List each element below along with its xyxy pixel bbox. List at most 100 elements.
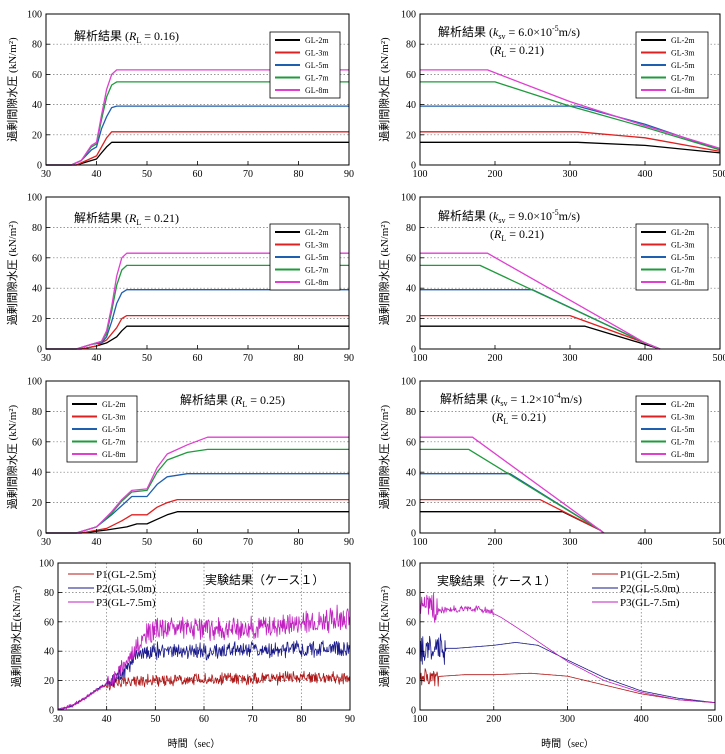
chart-subtitle: (RL = 0.21) <box>490 43 544 59</box>
x-tick-label: 200 <box>488 353 503 364</box>
legend-label: P1(GL-2.5m) <box>620 569 680 581</box>
y-tick-label: 60 <box>406 253 416 264</box>
y-tick-label: 100 <box>401 559 416 570</box>
x-tick-label: 300 <box>563 537 578 548</box>
y-tick-label: 60 <box>406 437 416 448</box>
legend-label: GL-3m <box>671 413 695 422</box>
series-line-P2 <box>419 633 715 703</box>
x-tick-label: 70 <box>243 169 253 180</box>
x-tick-label: 80 <box>294 353 304 364</box>
legend-label: GL-5m <box>671 425 695 434</box>
chart-left-2: 0 20 40 60 80 100 30 40 50 60 70 80 90 過剰間隙水圧 (kN/m²)… <box>5 193 354 365</box>
chart-subtitle: (RL = 0.21) <box>492 410 546 426</box>
y-tick-label: 60 <box>32 70 42 81</box>
x-tick-label: 30 <box>53 714 63 725</box>
x-tick-label: 80 <box>294 537 304 548</box>
x-tick-label: 200 <box>488 537 503 548</box>
y-tick-label: 80 <box>32 223 42 234</box>
x-tick-label: 400 <box>638 169 653 180</box>
y-tick-label: 0 <box>411 161 416 172</box>
x-tick-label: 70 <box>243 537 253 548</box>
chart-left-4: 0 20 40 60 80 100 30 40 50 60 70 80 90 過剰間隙水圧(kN/m²) 時… <box>9 559 355 751</box>
x-tick-label: 40 <box>102 714 112 725</box>
y-tick-label: 100 <box>401 10 416 21</box>
y-tick-label: 0 <box>37 529 42 540</box>
y-tick-label: 80 <box>406 223 416 234</box>
y-tick-label: 20 <box>32 130 42 141</box>
series-line-GL-3m <box>420 498 605 534</box>
legend-label: GL-8m <box>671 450 695 459</box>
x-tick-label: 90 <box>344 353 354 364</box>
y-axis-label: 過剰間隙水圧 (kN/m²) <box>377 404 391 509</box>
legend-label: GL-2m <box>102 400 126 409</box>
series-line-GL-5m <box>46 105 349 166</box>
y-tick-label: 80 <box>32 407 42 418</box>
legend-label: GL-5m <box>305 253 329 262</box>
x-tick-label: 30 <box>41 537 51 548</box>
y-tick-label: 0 <box>37 161 42 172</box>
y-tick-label: 40 <box>406 100 416 111</box>
y-tick-label: 60 <box>406 617 416 628</box>
chart-title: 解析結果 (ksv = 9.0×10-5m/s) <box>438 208 580 225</box>
legend-label: GL-3m <box>305 241 329 250</box>
series-line-P1 <box>57 670 351 711</box>
y-tick-label: 40 <box>32 100 42 111</box>
series-line-GL-8m <box>46 69 349 166</box>
y-tick-label: 80 <box>44 588 54 599</box>
x-axis-label: 時間（sec） <box>168 738 221 750</box>
x-tick-label: 60 <box>193 169 203 180</box>
series-line-P2 <box>58 640 351 711</box>
legend-label: GL-2m <box>671 228 695 237</box>
y-tick-label: 20 <box>406 314 416 325</box>
x-tick-label: 30 <box>41 353 51 364</box>
y-tick-label: 0 <box>411 529 416 540</box>
x-tick-label: 80 <box>294 169 304 180</box>
chart-right-2: 0 20 40 60 80 100 100 200 300 400 500 過剰間隙水圧 (kN/m²… <box>377 193 725 365</box>
chart-subtitle: (RL = 0.21) <box>490 227 544 243</box>
y-axis-label: 過剰間隙水圧(kN/m²) <box>9 585 23 687</box>
y-tick-label: 0 <box>37 345 42 356</box>
y-axis-label: 過剰間隙水圧 (kN/m²) <box>5 37 19 142</box>
y-tick-label: 40 <box>406 647 416 658</box>
chart-title: 解析結果 (ksv = 1.2×10-4m/s) <box>440 391 582 408</box>
y-tick-label: 20 <box>32 314 42 325</box>
y-tick-label: 0 <box>411 706 416 717</box>
x-tick-label: 70 <box>248 714 258 725</box>
y-tick-label: 20 <box>406 130 416 141</box>
y-tick-label: 20 <box>406 498 416 509</box>
y-tick-label: 100 <box>401 193 416 204</box>
legend-label: GL-7m <box>671 74 695 83</box>
y-tick-label: 0 <box>49 706 54 717</box>
x-tick-label: 400 <box>638 537 653 548</box>
x-tick-label: 400 <box>638 353 653 364</box>
x-tick-label: 90 <box>344 537 354 548</box>
x-tick-label: 60 <box>199 714 209 725</box>
series-line-GL-5m <box>46 289 349 350</box>
chart-title: 解析結果 (RL = 0.21) <box>74 211 179 227</box>
legend-label: GL-3m <box>671 241 695 250</box>
x-tick-label: 50 <box>142 169 152 180</box>
y-axis-label: 過剰間隙水圧 (kN/m²) <box>5 404 19 509</box>
series-line-GL-5m <box>46 473 349 534</box>
y-tick-label: 60 <box>44 617 54 628</box>
y-tick-label: 20 <box>32 498 42 509</box>
x-tick-label: 40 <box>92 169 102 180</box>
legend-label: GL-2m <box>671 36 695 45</box>
legend-label: GL-8m <box>305 278 329 287</box>
x-tick-label: 500 <box>713 353 725 364</box>
legend-label: GL-8m <box>102 450 126 459</box>
series-line-GL-8m <box>46 252 349 350</box>
chart-left-1: 0 20 40 60 80 100 30 40 50 60 70 80 90 過剰間隙水圧 (kN/m²)… <box>5 10 354 181</box>
series-line-GL-3m <box>420 131 721 153</box>
y-tick-label: 60 <box>32 437 42 448</box>
y-tick-label: 80 <box>406 588 416 599</box>
x-tick-label: 100 <box>413 537 428 548</box>
y-tick-label: 80 <box>32 40 42 51</box>
x-tick-label: 300 <box>560 714 575 725</box>
x-tick-label: 50 <box>150 714 160 725</box>
series-line-GL-8m <box>420 252 661 350</box>
legend-label: GL-3m <box>102 413 126 422</box>
x-tick-label: 80 <box>296 714 306 725</box>
legend-label: GL-5m <box>671 61 695 70</box>
x-tick-label: 500 <box>708 714 723 725</box>
